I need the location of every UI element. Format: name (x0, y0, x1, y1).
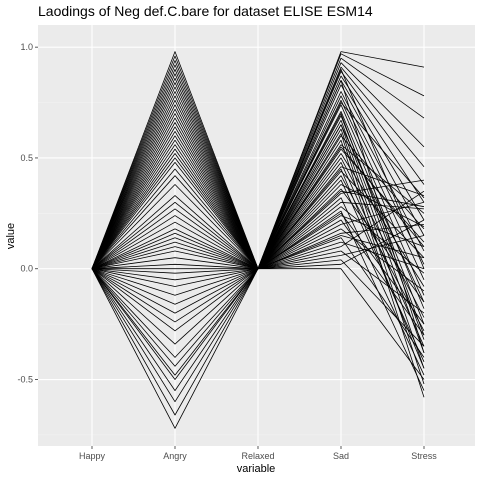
y-tick-label: 1.0 (20, 42, 33, 52)
series-lines (91, 51, 425, 429)
y-tick-label: -0.5 (17, 375, 33, 385)
x-tick-label: Relaxed (241, 451, 274, 461)
y-tick-label: 0.5 (20, 153, 33, 163)
x-axis-title: variable (237, 463, 276, 475)
y-axis-title: value (5, 223, 17, 249)
x-axis-ticks: Happy Angry Relaxed Sad Stress (79, 446, 437, 461)
x-tick-label: Happy (79, 451, 106, 461)
x-tick-label: Sad (333, 451, 349, 461)
x-tick-label: Stress (411, 451, 437, 461)
y-tick-label: 0.0 (20, 264, 33, 274)
x-tick-label: Angry (163, 451, 187, 461)
y-axis-ticks: -0.5 0.0 0.5 1.0 (17, 42, 38, 385)
series-line (91, 135, 425, 429)
chart-title: Laodings of Neg def.C.bare for dataset E… (38, 3, 373, 19)
